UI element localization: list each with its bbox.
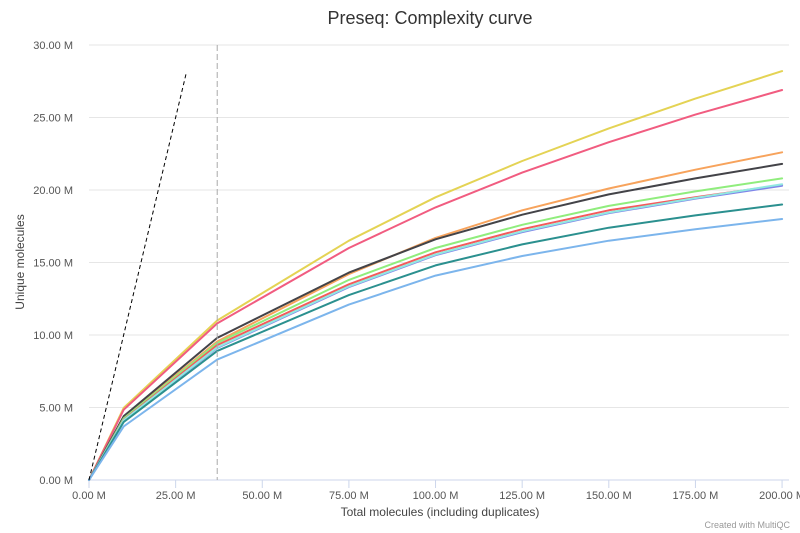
- y-tick-label: 0.00 M: [39, 475, 73, 487]
- series-line-6: [88, 183, 784, 481]
- y-tick-label: 30.00 M: [33, 40, 73, 52]
- y-tick-label: 25.00 M: [33, 113, 73, 125]
- x-tick-label: 75.00 M: [329, 490, 369, 502]
- x-axis-ticks: 0.00 M 25.00 M 50.00 M 75.00 M 100.00 M 125.0…: [72, 480, 800, 502]
- series-line-9: [88, 203, 784, 481]
- x-tick-label: 150.00 M: [586, 490, 632, 502]
- y-tick-label: 20.00 M: [33, 185, 73, 197]
- chart-title: Preseq: Complexity curve: [327, 8, 532, 28]
- series-line-5: [88, 177, 784, 481]
- x-tick-label: 25.00 M: [156, 490, 196, 502]
- y-axis-ticks: 0.00 M 5.00 M 10.00 M 15.00 M 20.00 M 25.00 M…: [33, 40, 73, 487]
- x-tick-label: 50.00 M: [242, 490, 282, 502]
- series-line-7: [88, 184, 784, 481]
- series-layer: [88, 70, 784, 481]
- y-tick-label: 15.00 M: [33, 258, 73, 270]
- x-tick-label: 0.00 M: [72, 490, 106, 502]
- y-tick-label: 10.00 M: [33, 330, 73, 342]
- series-line-10: [88, 218, 784, 481]
- x-tick-label: 175.00 M: [672, 490, 718, 502]
- x-axis-label: Total molecules (including duplicates): [341, 505, 540, 519]
- series-line-8: [88, 183, 784, 481]
- y-tick-label: 5.00 M: [39, 403, 73, 415]
- x-tick-label: 200.00 M: [759, 490, 800, 502]
- series-line-2: [88, 89, 784, 481]
- grid-lines: [89, 44, 789, 481]
- x-tick-label: 125.00 M: [499, 490, 545, 502]
- reference-line: [88, 73, 187, 481]
- series-line-4: [88, 162, 784, 481]
- x-tick-label: 100.00 M: [413, 490, 459, 502]
- y-axis-label: Unique molecules: [13, 214, 27, 309]
- credits-text: Created with MultiQC: [704, 520, 790, 530]
- series-line-1: [88, 70, 784, 481]
